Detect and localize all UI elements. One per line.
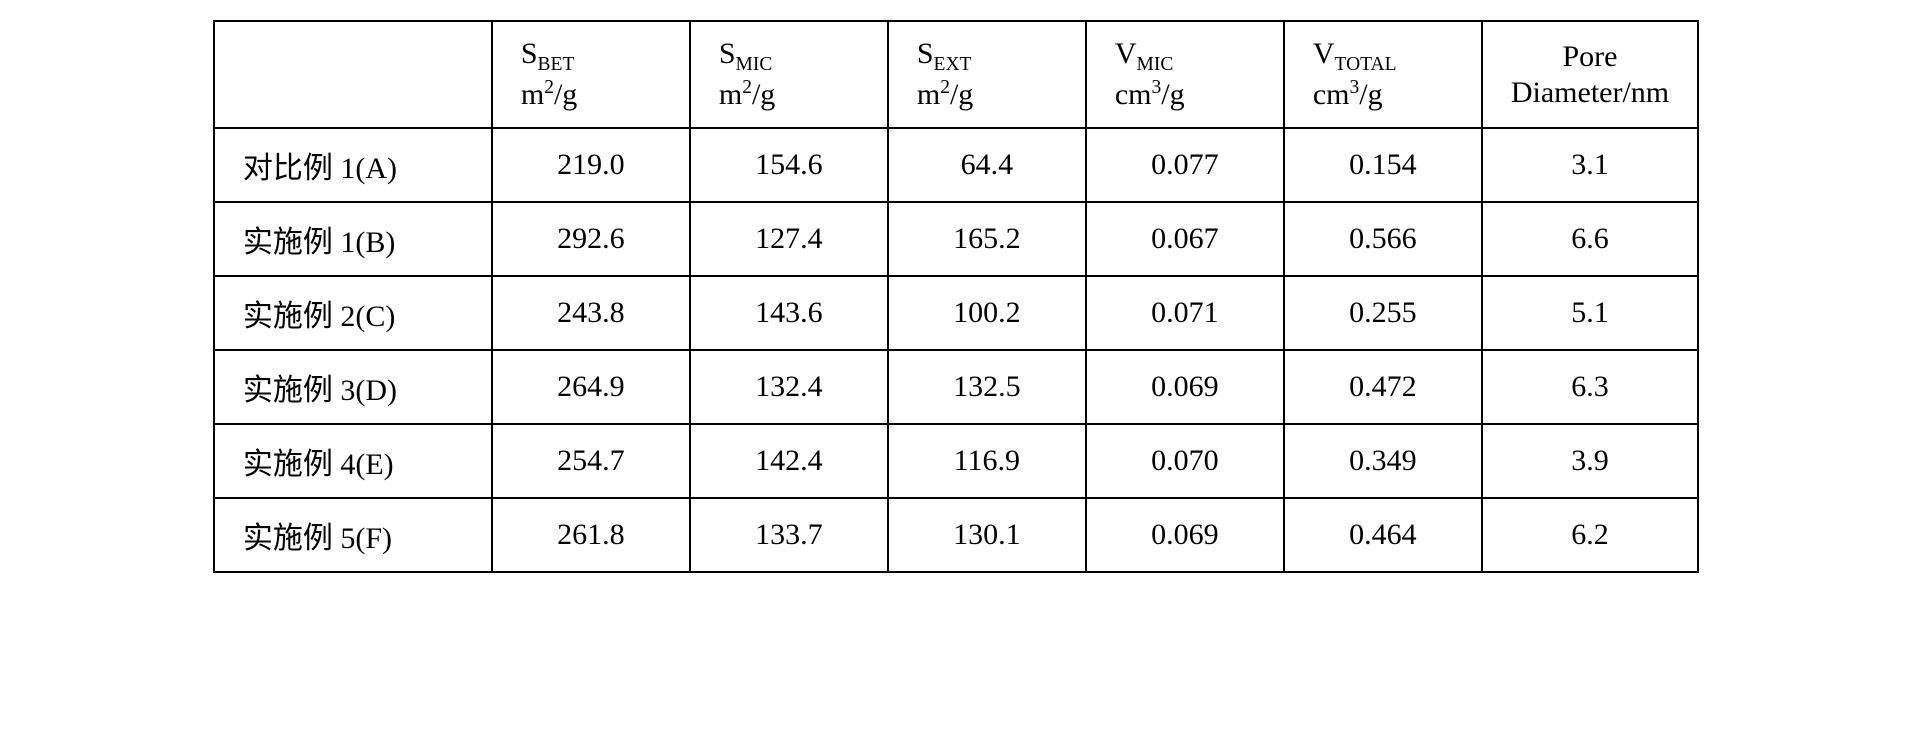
hdr-sub: MIC xyxy=(736,54,773,75)
header-pore-diameter: Pore Diameter/nm xyxy=(1482,21,1698,128)
cell-v-mic: 0.067 xyxy=(1086,202,1284,276)
hdr-main: V xyxy=(1115,37,1137,70)
row-label: 实施例 5(F) xyxy=(214,498,492,572)
cell-s-ext: 165.2 xyxy=(888,202,1086,276)
hdr-main: S xyxy=(719,37,736,70)
cell-s-bet: 219.0 xyxy=(492,128,690,202)
hdr-sub: BET xyxy=(538,54,575,75)
cell-v-total: 0.349 xyxy=(1284,424,1482,498)
cell-pore-d: 3.9 xyxy=(1482,424,1698,498)
cell-s-bet: 254.7 xyxy=(492,424,690,498)
row-label: 实施例 3(D) xyxy=(214,350,492,424)
hdr-unit: cm3/g xyxy=(1313,78,1383,111)
row-label: 对比例 1(A) xyxy=(214,128,492,202)
cell-s-mic: 154.6 xyxy=(690,128,888,202)
cell-v-total: 0.255 xyxy=(1284,276,1482,350)
cell-v-mic: 0.077 xyxy=(1086,128,1284,202)
header-blank xyxy=(214,21,492,128)
hdr-main: S xyxy=(917,37,934,70)
table-body: 对比例 1(A) 219.0 154.6 64.4 0.077 0.154 3.… xyxy=(214,128,1698,572)
header-v-total: VTOTAL cm3/g xyxy=(1284,21,1482,128)
cell-pore-d: 5.1 xyxy=(1482,276,1698,350)
cell-v-total: 0.154 xyxy=(1284,128,1482,202)
hdr-sub: MIC xyxy=(1137,54,1174,75)
table-row: 对比例 1(A) 219.0 154.6 64.4 0.077 0.154 3.… xyxy=(214,128,1698,202)
cell-s-ext: 132.5 xyxy=(888,350,1086,424)
cell-v-total: 0.566 xyxy=(1284,202,1482,276)
header-v-mic: VMIC cm3/g xyxy=(1086,21,1284,128)
cell-v-total: 0.464 xyxy=(1284,498,1482,572)
header-s-bet: SBET m2/g xyxy=(492,21,690,128)
hdr-line2: Diameter/nm xyxy=(1511,76,1669,109)
cell-v-total: 0.472 xyxy=(1284,350,1482,424)
table-row: 实施例 3(D) 264.9 132.4 132.5 0.069 0.472 6… xyxy=(214,350,1698,424)
cell-s-mic: 127.4 xyxy=(690,202,888,276)
hdr-unit: cm3/g xyxy=(1115,78,1185,111)
cell-s-bet: 292.6 xyxy=(492,202,690,276)
hdr-main: V xyxy=(1313,37,1335,70)
cell-s-bet: 264.9 xyxy=(492,350,690,424)
cell-v-mic: 0.069 xyxy=(1086,350,1284,424)
hdr-main: S xyxy=(521,37,538,70)
cell-s-mic: 142.4 xyxy=(690,424,888,498)
table-row: 实施例 2(C) 243.8 143.6 100.2 0.071 0.255 5… xyxy=(214,276,1698,350)
hdr-sub: TOTAL xyxy=(1335,54,1397,75)
cell-pore-d: 3.1 xyxy=(1482,128,1698,202)
cell-s-ext: 100.2 xyxy=(888,276,1086,350)
cell-s-ext: 64.4 xyxy=(888,128,1086,202)
row-label: 实施例 4(E) xyxy=(214,424,492,498)
table-row: 实施例 1(B) 292.6 127.4 165.2 0.067 0.566 6… xyxy=(214,202,1698,276)
table-row: 实施例 5(F) 261.8 133.7 130.1 0.069 0.464 6… xyxy=(214,498,1698,572)
data-table: SBET m2/g SMIC m2/g SEXT m2/g VMIC cm3/g… xyxy=(213,20,1699,573)
hdr-line1: Pore xyxy=(1563,40,1618,73)
cell-v-mic: 0.069 xyxy=(1086,498,1284,572)
cell-s-ext: 116.9 xyxy=(888,424,1086,498)
cell-v-mic: 0.070 xyxy=(1086,424,1284,498)
hdr-sub: EXT xyxy=(934,54,972,75)
row-label: 实施例 2(C) xyxy=(214,276,492,350)
cell-pore-d: 6.2 xyxy=(1482,498,1698,572)
cell-v-mic: 0.071 xyxy=(1086,276,1284,350)
cell-s-ext: 130.1 xyxy=(888,498,1086,572)
hdr-unit: m2/g xyxy=(917,78,973,111)
cell-s-bet: 261.8 xyxy=(492,498,690,572)
header-row: SBET m2/g SMIC m2/g SEXT m2/g VMIC cm3/g… xyxy=(214,21,1698,128)
cell-s-mic: 143.6 xyxy=(690,276,888,350)
header-s-mic: SMIC m2/g xyxy=(690,21,888,128)
hdr-unit: m2/g xyxy=(521,78,577,111)
hdr-unit: m2/g xyxy=(719,78,775,111)
table-row: 实施例 4(E) 254.7 142.4 116.9 0.070 0.349 3… xyxy=(214,424,1698,498)
cell-s-mic: 132.4 xyxy=(690,350,888,424)
header-s-ext: SEXT m2/g xyxy=(888,21,1086,128)
cell-pore-d: 6.3 xyxy=(1482,350,1698,424)
row-label: 实施例 1(B) xyxy=(214,202,492,276)
cell-s-mic: 133.7 xyxy=(690,498,888,572)
cell-s-bet: 243.8 xyxy=(492,276,690,350)
cell-pore-d: 6.6 xyxy=(1482,202,1698,276)
